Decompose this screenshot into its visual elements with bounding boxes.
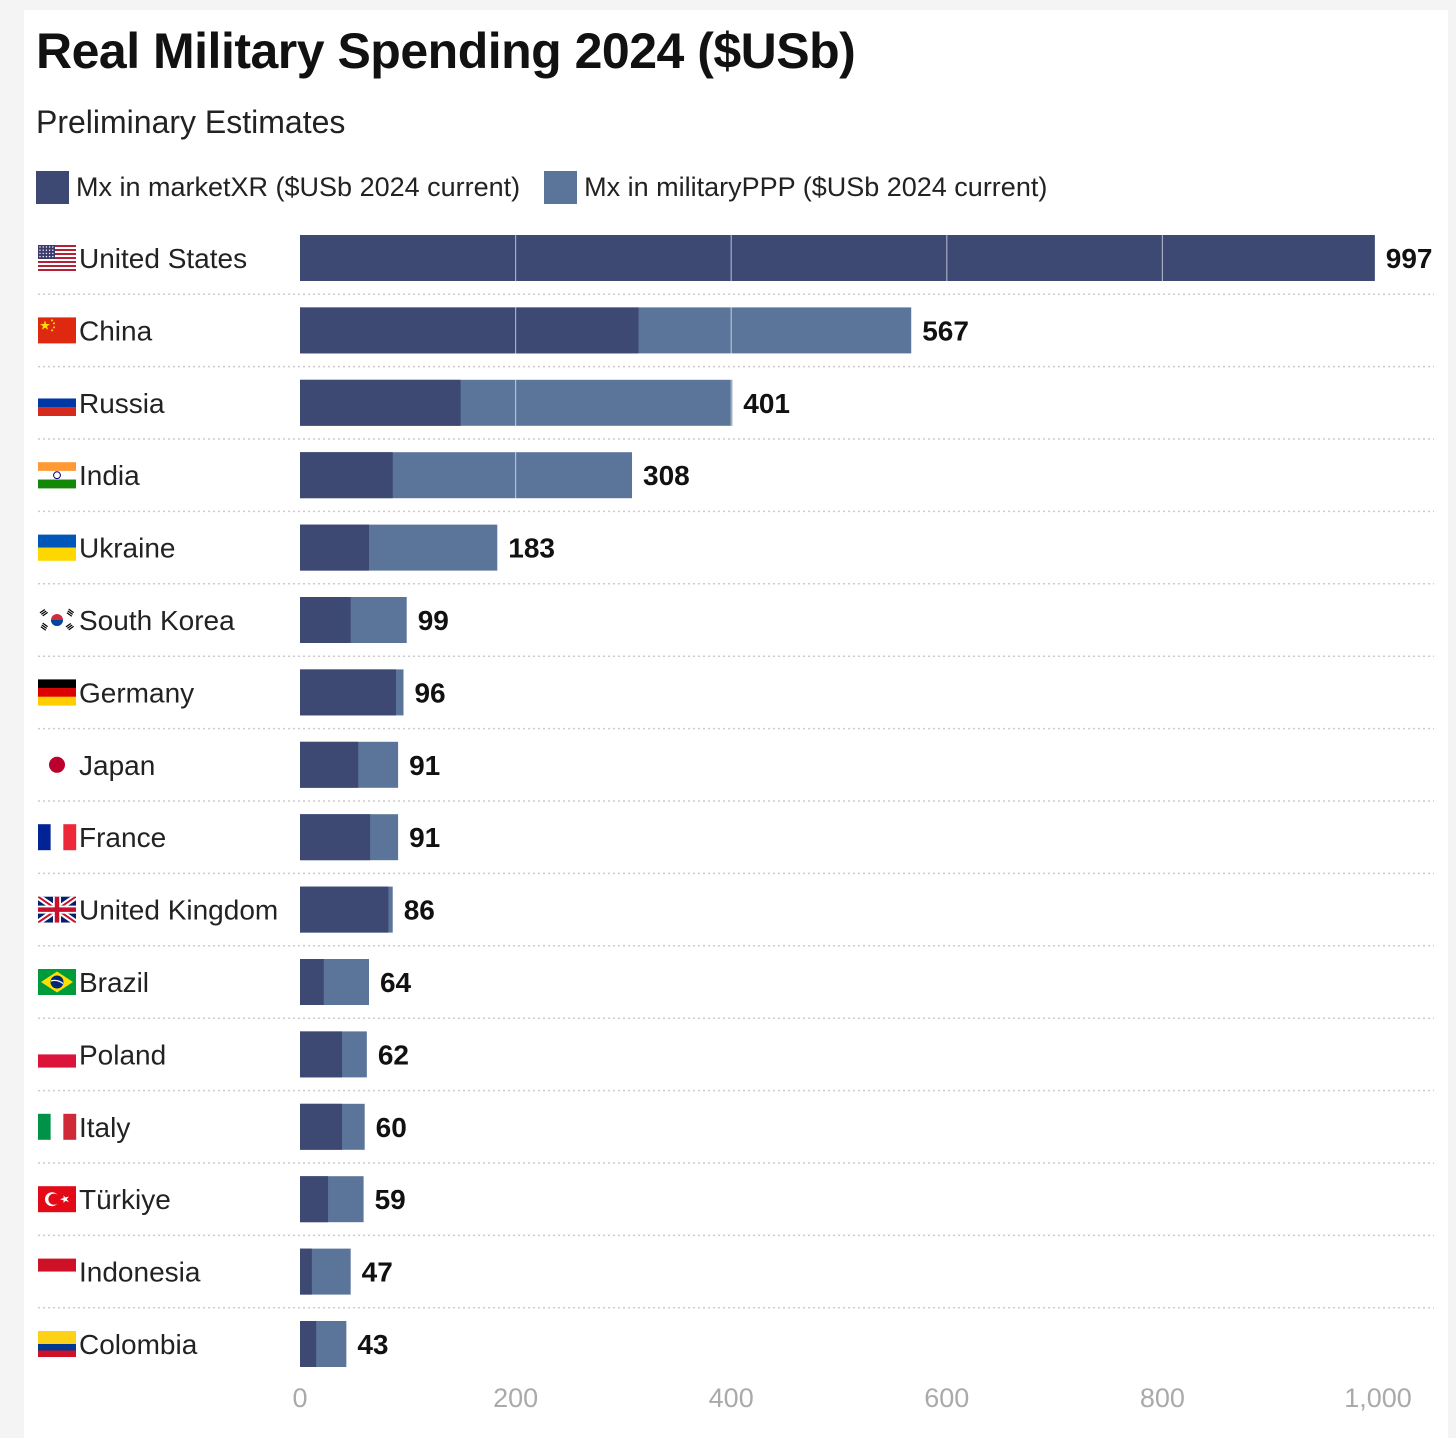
chart-subtitle: Preliminary Estimates [36, 104, 346, 140]
legend-swatch-marketxr [36, 170, 69, 204]
category-label: Japan [79, 750, 155, 781]
flag-br-icon [38, 969, 76, 995]
data-label: 47 [362, 1257, 393, 1288]
bar-marketxr [300, 1248, 312, 1295]
category-label: France [79, 822, 166, 853]
flag-ru-icon [38, 389, 76, 416]
bar-marketxr [300, 452, 393, 499]
category-label: China [79, 315, 153, 346]
x-tick-label: 200 [493, 1383, 538, 1413]
bar-marketxr [300, 1103, 343, 1150]
category-label: Ukraine [79, 533, 175, 564]
bar-marketxr [300, 886, 389, 933]
flag-cn-icon [38, 317, 76, 344]
bar-marketxr [300, 1321, 317, 1367]
category-label: Russia [79, 388, 165, 419]
legend-label-marketxr: Mx in marketXR ($USb 2024 current) [76, 171, 521, 202]
x-tick-label: 0 [292, 1383, 307, 1413]
bar-marketxr [300, 235, 1375, 281]
category-label: Germany [79, 677, 194, 708]
flag-ua-icon [38, 534, 76, 561]
flag-gb-icon [38, 896, 76, 923]
bar-marketxr [300, 524, 369, 571]
data-label: 99 [418, 605, 449, 636]
flag-tr-icon [38, 1186, 76, 1213]
data-label: 86 [404, 895, 435, 926]
bar-marketxr [300, 379, 461, 426]
legend-label-militaryppp: Mx in militaryPPP ($USb 2024 current) [584, 171, 1048, 202]
legend-item-militaryppp: Mx in militaryPPP ($USb 2024 current) [544, 170, 1048, 204]
data-label: 59 [375, 1184, 406, 1215]
bar-marketxr [300, 307, 639, 354]
chart-title: Real Military Spending 2024 ($USb) [36, 23, 856, 79]
bar-marketxr [300, 1031, 343, 1078]
x-tick-label: 800 [1140, 1383, 1185, 1413]
category-label: Italy [79, 1112, 130, 1143]
flag-pl-icon [38, 1041, 76, 1068]
flag-in-icon [38, 462, 76, 489]
category-label: United Kingdom [79, 895, 278, 926]
bar-marketxr [300, 959, 324, 1005]
flag-fr-icon [38, 824, 77, 851]
data-label: 91 [409, 750, 440, 781]
x-tick-label: 600 [924, 1383, 969, 1413]
data-label: 183 [508, 533, 555, 564]
flag-co-icon [38, 1331, 76, 1357]
data-label: 401 [743, 388, 790, 419]
category-label: Türkiye [79, 1184, 171, 1215]
legend: Mx in marketXR ($USb 2024 current) Mx in… [36, 168, 1071, 206]
category-label: Colombia [79, 1329, 198, 1360]
flag-us-icon [38, 245, 76, 271]
x-tick-label: 1,000 [1344, 1383, 1412, 1413]
category-label: Poland [79, 1039, 166, 1070]
flag-it-icon [38, 1113, 77, 1140]
category-label: United States [79, 243, 247, 274]
bar-marketxr [300, 1176, 329, 1223]
flag-kr-icon [38, 607, 76, 633]
data-label: 43 [357, 1329, 388, 1360]
bar-marketxr [300, 597, 351, 643]
data-label: 60 [376, 1112, 407, 1143]
legend-swatch-militaryppp [544, 170, 578, 204]
category-label: South Korea [79, 605, 235, 636]
data-label: 997 [1386, 243, 1433, 274]
data-label: 567 [922, 315, 969, 346]
flag-de-icon [38, 679, 76, 706]
category-label: Indonesia [79, 1257, 201, 1288]
bar-marketxr [300, 814, 371, 861]
category-label: India [79, 460, 140, 491]
legend-item-marketxr: Mx in marketXR ($USb 2024 current) [36, 170, 521, 204]
data-label: 91 [409, 822, 440, 853]
flag-id-icon [38, 1258, 76, 1285]
flag-jp-icon [38, 751, 76, 778]
category-label: Brazil [79, 967, 149, 998]
bar-marketxr [300, 669, 396, 716]
data-label: 62 [378, 1039, 409, 1070]
data-label: 308 [643, 460, 690, 491]
x-tick-label: 400 [709, 1383, 754, 1413]
data-label: 96 [414, 677, 445, 708]
data-label: 64 [380, 967, 412, 998]
bar-marketxr [300, 741, 359, 788]
